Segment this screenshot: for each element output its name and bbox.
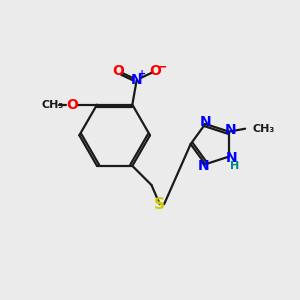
Text: N: N xyxy=(131,73,142,87)
Text: S: S xyxy=(154,197,165,212)
Text: O: O xyxy=(66,98,78,112)
Text: −: − xyxy=(156,61,167,74)
Text: O: O xyxy=(112,64,124,78)
Text: N: N xyxy=(198,159,210,173)
Text: CH₃: CH₃ xyxy=(253,124,275,134)
Text: N: N xyxy=(200,116,211,130)
Text: N: N xyxy=(225,123,236,137)
Text: CH₃: CH₃ xyxy=(42,100,64,110)
Text: +: + xyxy=(138,69,146,80)
Text: N: N xyxy=(226,151,238,165)
Text: O: O xyxy=(149,64,161,78)
Text: H: H xyxy=(230,161,239,171)
